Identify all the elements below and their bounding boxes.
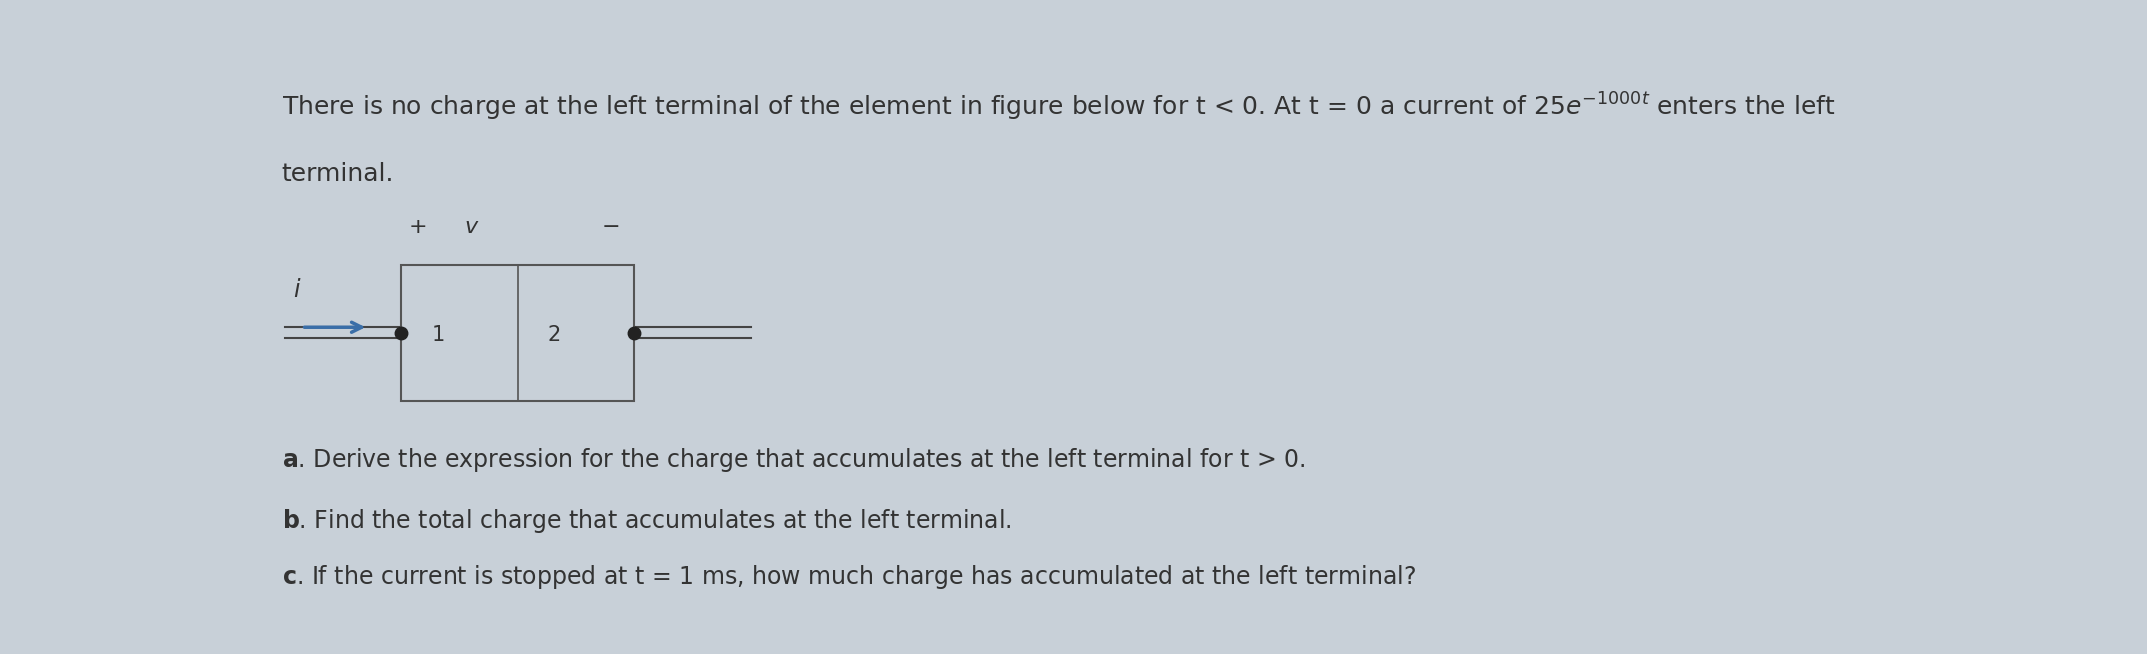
Text: 1: 1 (432, 325, 444, 345)
Text: −: − (601, 217, 620, 237)
Text: +: + (408, 217, 427, 237)
Text: $v$: $v$ (464, 217, 479, 237)
Text: $\mathbf{b}$. Find the total charge that accumulates at the left terminal.: $\mathbf{b}$. Find the total charge that… (281, 507, 1011, 534)
Text: terminal.: terminal. (281, 162, 395, 186)
Text: $\mathbf{c}$. If the current is stopped at t = 1 ms, how much charge has accumul: $\mathbf{c}$. If the current is stopped … (281, 563, 1415, 591)
Text: $\mathbf{a}$. Derive the expression for the charge that accumulates at the left : $\mathbf{a}$. Derive the expression for … (281, 446, 1305, 474)
Text: $i$: $i$ (294, 278, 303, 302)
Text: There is no charge at the left terminal of the element in figure below for t < 0: There is no charge at the left terminal … (281, 91, 1836, 123)
Text: 2: 2 (547, 325, 560, 345)
Bar (401, 265, 636, 401)
